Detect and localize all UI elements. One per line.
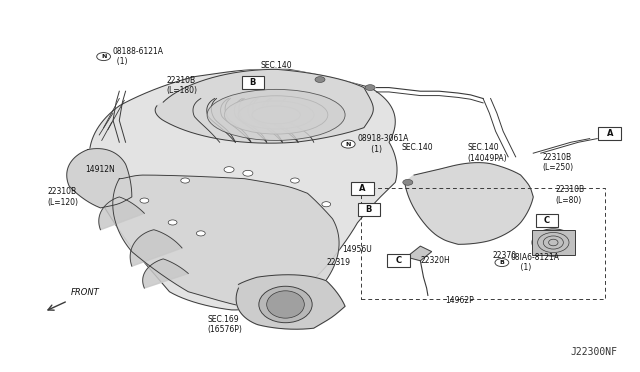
Text: 14912N: 14912N bbox=[85, 165, 115, 174]
Polygon shape bbox=[406, 246, 431, 261]
Text: FRONT: FRONT bbox=[71, 288, 100, 297]
Polygon shape bbox=[236, 275, 345, 329]
Ellipse shape bbox=[225, 96, 328, 134]
Text: A: A bbox=[607, 129, 613, 138]
Polygon shape bbox=[404, 163, 533, 244]
Text: 22310B
(L=250): 22310B (L=250) bbox=[543, 153, 574, 172]
Polygon shape bbox=[67, 148, 132, 208]
Text: 14962P: 14962P bbox=[445, 296, 474, 305]
Ellipse shape bbox=[238, 101, 314, 129]
Text: 22310B
(L=80): 22310B (L=80) bbox=[556, 185, 584, 205]
Polygon shape bbox=[155, 69, 373, 143]
Ellipse shape bbox=[207, 89, 345, 141]
Bar bbox=[242, 76, 264, 89]
Bar bbox=[598, 126, 621, 140]
Circle shape bbox=[180, 178, 189, 183]
Bar bbox=[532, 230, 575, 255]
Text: B: B bbox=[499, 260, 504, 265]
Text: B: B bbox=[250, 78, 256, 87]
Text: SEC.140
(14049PA): SEC.140 (14049PA) bbox=[467, 144, 507, 163]
Ellipse shape bbox=[267, 291, 305, 318]
Text: 22370: 22370 bbox=[493, 251, 516, 260]
Circle shape bbox=[224, 167, 234, 173]
Text: 08IA6-8121A
    (1): 08IA6-8121A (1) bbox=[511, 253, 559, 272]
Text: C: C bbox=[396, 256, 401, 265]
Text: 22319: 22319 bbox=[326, 258, 350, 267]
Polygon shape bbox=[90, 69, 397, 310]
Text: 22320H: 22320H bbox=[420, 256, 450, 265]
Ellipse shape bbox=[252, 106, 300, 124]
Bar bbox=[536, 214, 558, 227]
Text: J22300NF: J22300NF bbox=[571, 347, 618, 357]
Circle shape bbox=[365, 85, 375, 90]
Text: SEC.140: SEC.140 bbox=[260, 61, 292, 70]
Text: 22310B
(L=180): 22310B (L=180) bbox=[166, 76, 197, 96]
Bar bbox=[351, 182, 374, 195]
Text: SEC.169
(16576P): SEC.169 (16576P) bbox=[207, 315, 242, 334]
Text: 22310B
(L=120): 22310B (L=120) bbox=[47, 187, 78, 206]
Text: A: A bbox=[360, 184, 366, 193]
Ellipse shape bbox=[532, 229, 575, 256]
Circle shape bbox=[140, 198, 148, 203]
Polygon shape bbox=[143, 259, 188, 288]
Circle shape bbox=[168, 220, 177, 225]
Bar bbox=[387, 254, 410, 267]
Circle shape bbox=[343, 141, 353, 146]
Text: 08918-3061A
      (1): 08918-3061A (1) bbox=[357, 134, 408, 154]
Bar bbox=[358, 203, 380, 216]
Polygon shape bbox=[113, 175, 339, 310]
Circle shape bbox=[403, 179, 413, 185]
Circle shape bbox=[291, 178, 300, 183]
Text: N: N bbox=[346, 142, 351, 147]
Text: N: N bbox=[101, 54, 106, 59]
Polygon shape bbox=[99, 197, 145, 230]
Text: SEC.140: SEC.140 bbox=[401, 143, 433, 152]
Circle shape bbox=[322, 202, 331, 207]
Text: B: B bbox=[365, 205, 372, 214]
Circle shape bbox=[243, 170, 253, 176]
Circle shape bbox=[246, 81, 256, 86]
Circle shape bbox=[495, 259, 509, 267]
Text: C: C bbox=[544, 216, 550, 225]
Circle shape bbox=[97, 52, 111, 61]
Ellipse shape bbox=[259, 286, 312, 323]
Circle shape bbox=[315, 77, 325, 83]
Text: 08188-6121A
  (1): 08188-6121A (1) bbox=[113, 47, 163, 66]
Circle shape bbox=[196, 231, 205, 236]
Text: 14956U: 14956U bbox=[342, 245, 372, 254]
Circle shape bbox=[341, 140, 355, 148]
Polygon shape bbox=[130, 230, 182, 266]
